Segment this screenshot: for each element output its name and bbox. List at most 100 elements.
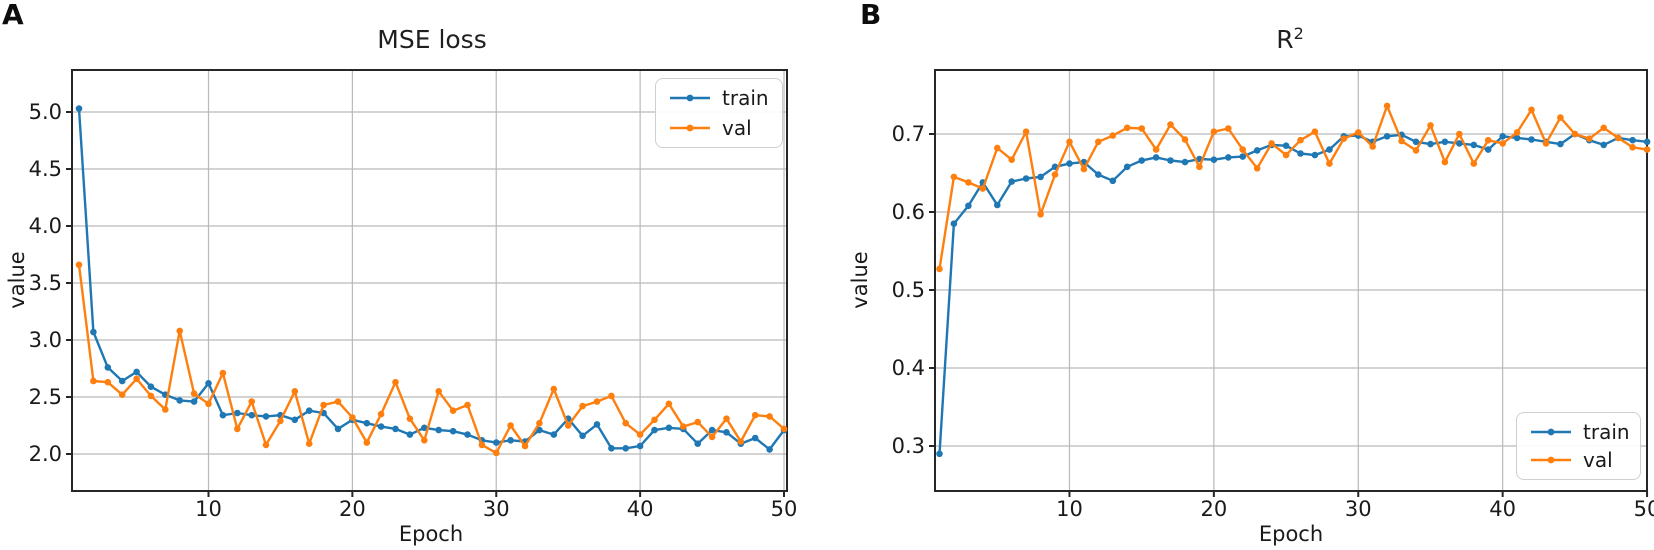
val-marker — [1340, 135, 1348, 142]
train-marker — [190, 398, 198, 405]
val-legend-line-icon — [1531, 456, 1571, 464]
train-marker — [507, 437, 514, 444]
train-marker — [75, 105, 83, 112]
val-marker — [1600, 124, 1607, 132]
val-marker — [1643, 146, 1651, 153]
x-tick-label: 50 — [1633, 497, 1654, 521]
x-tick-label: 30 — [482, 497, 510, 521]
x-tick-label: 30 — [1344, 497, 1372, 521]
train-legend-line-icon — [670, 94, 710, 102]
train-marker — [1282, 142, 1290, 149]
val-marker — [262, 441, 270, 449]
val-marker — [608, 392, 615, 400]
val-marker — [1196, 163, 1203, 171]
val-marker — [435, 388, 443, 395]
series-val-B — [936, 102, 1651, 273]
train-marker — [1181, 158, 1189, 166]
val-marker — [1051, 171, 1059, 178]
train-marker — [1253, 147, 1261, 154]
legend-entry-train: train — [1529, 422, 1640, 442]
train-marker — [205, 380, 212, 387]
val-marker — [349, 414, 356, 421]
val-marker — [1326, 160, 1333, 167]
val-marker — [1080, 165, 1088, 173]
train-marker — [176, 397, 183, 404]
train-marker — [234, 409, 241, 417]
val-marker — [1268, 140, 1275, 147]
val-marker — [1225, 125, 1232, 132]
chart-b-title: R2 — [1276, 24, 1304, 54]
val-marker — [1138, 125, 1145, 132]
x-tick-label: 10 — [195, 497, 222, 521]
train-marker — [593, 421, 601, 428]
val-marker — [1499, 140, 1506, 147]
val-marker — [950, 173, 958, 181]
train-marker — [493, 439, 500, 446]
y-tick-label: 0.4 — [891, 356, 925, 380]
train-marker — [1484, 146, 1492, 153]
val-marker — [737, 438, 745, 445]
train-marker — [406, 431, 414, 438]
val-marker — [751, 411, 759, 419]
axes-frame-A — [71, 69, 788, 492]
val-marker — [1311, 128, 1319, 135]
train-marker — [1123, 163, 1131, 171]
val-marker — [449, 407, 457, 415]
val-marker — [277, 417, 284, 425]
train-marker — [1499, 133, 1506, 140]
train-marker — [694, 440, 701, 448]
train-marker — [708, 426, 716, 434]
axes-frame-B — [934, 69, 1648, 492]
train-marker — [1412, 138, 1420, 146]
x-tick-label: 20 — [1200, 497, 1228, 521]
grid-B — [935, 70, 1648, 491]
val-marker — [104, 378, 112, 386]
train-marker — [377, 423, 385, 430]
y-tick-label: 3.0 — [28, 328, 62, 352]
val-marker — [1022, 128, 1030, 135]
val-marker — [766, 413, 773, 420]
val-marker — [536, 419, 543, 427]
val-marker — [1181, 136, 1189, 143]
val-marker — [936, 265, 943, 273]
train-marker — [464, 431, 471, 438]
x-tick-label: 20 — [338, 497, 366, 521]
val-marker — [421, 437, 428, 444]
train-marker — [1600, 141, 1607, 149]
panel-b-label: B — [860, 0, 882, 31]
chart-a-title: MSE loss — [377, 25, 487, 54]
y-axis-label-a: value — [5, 251, 29, 309]
train-marker — [435, 426, 443, 434]
train-marker — [536, 426, 543, 434]
train-marker — [1643, 138, 1651, 146]
x-axis-label-b: Epoch — [1258, 522, 1324, 546]
val-marker — [320, 401, 327, 409]
train-marker — [262, 413, 270, 420]
val-marker — [723, 415, 730, 423]
train-line — [938, 132, 1649, 455]
val-marker — [965, 179, 972, 186]
val-marker — [377, 410, 385, 418]
val-marker — [1123, 124, 1131, 132]
val-marker — [363, 439, 371, 446]
val-marker — [1066, 138, 1073, 146]
train-marker — [1008, 178, 1015, 185]
legend-entry-label: val — [722, 115, 752, 140]
y-tick-label: 0.3 — [891, 434, 925, 458]
train-marker — [248, 411, 255, 419]
train-marker — [1383, 133, 1391, 140]
y-tick-label: 0.6 — [891, 200, 925, 224]
train-line — [77, 107, 786, 451]
val-marker — [1470, 160, 1478, 167]
x-tick-label: 10 — [1056, 497, 1083, 521]
val-marker — [248, 398, 255, 405]
val-marker — [1427, 122, 1434, 129]
train-marker — [723, 429, 730, 436]
val-marker — [579, 402, 586, 410]
train-marker — [1095, 171, 1102, 178]
y-tick-label: 2.5 — [28, 385, 62, 409]
train-marker — [550, 431, 558, 438]
val-marker — [521, 442, 529, 450]
val-marker — [1355, 129, 1362, 136]
train-marker — [1297, 150, 1304, 157]
